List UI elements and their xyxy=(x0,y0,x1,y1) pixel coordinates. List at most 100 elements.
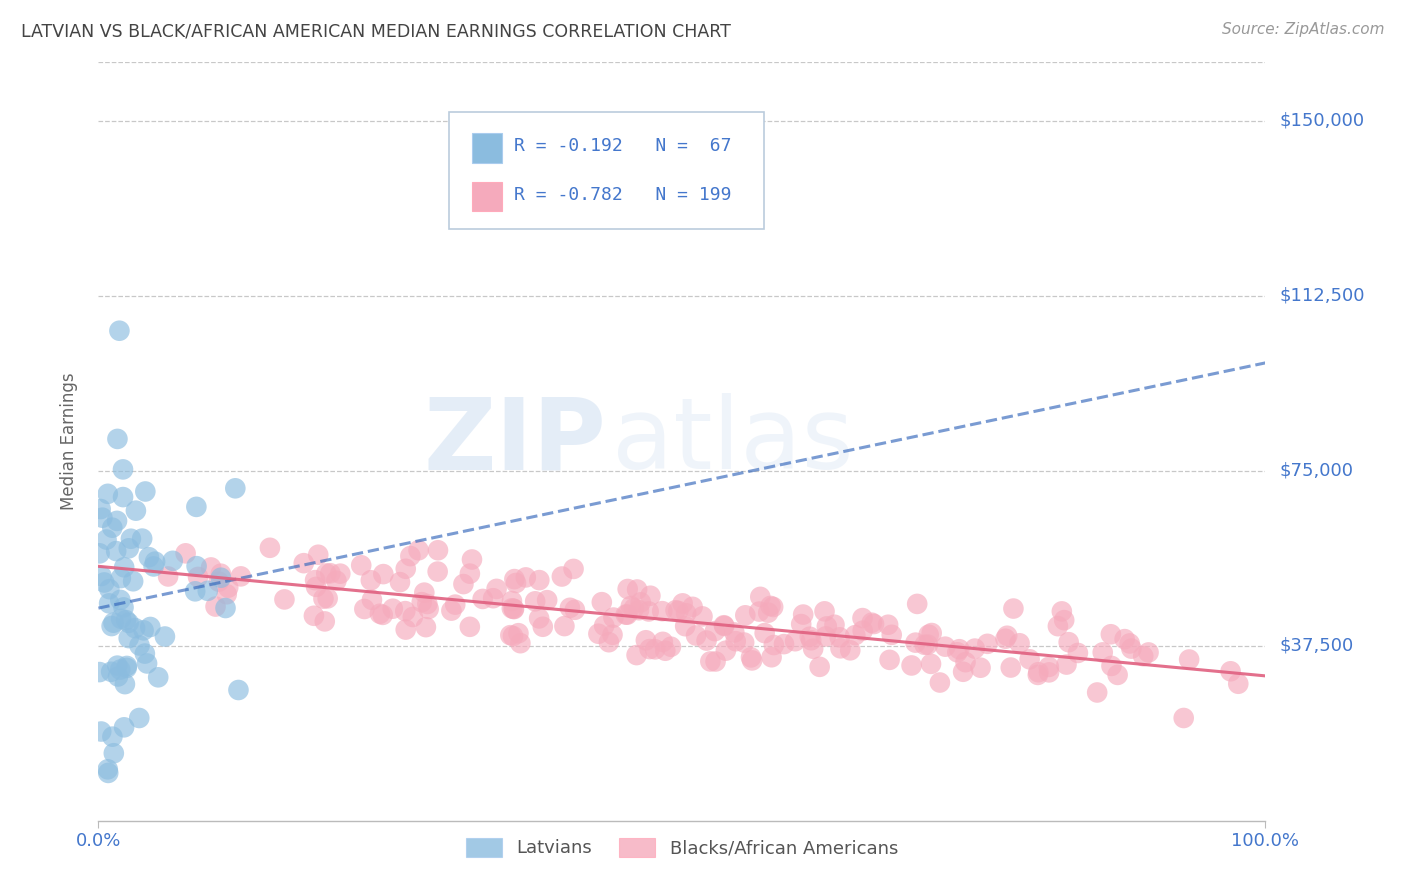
Point xyxy=(93,575,115,590)
Point xyxy=(122,574,145,589)
Point xyxy=(115,613,138,627)
Point xyxy=(976,637,998,651)
Point xyxy=(637,604,659,618)
Point xyxy=(754,626,776,640)
Point xyxy=(157,569,180,583)
Point xyxy=(644,642,666,657)
Point xyxy=(1008,636,1031,650)
Point xyxy=(153,630,176,644)
Point xyxy=(1056,657,1078,672)
Point xyxy=(461,552,484,566)
Point xyxy=(813,604,835,618)
FancyBboxPatch shape xyxy=(472,181,502,211)
Point xyxy=(588,626,610,640)
Point xyxy=(111,462,134,476)
Point xyxy=(733,635,755,649)
Point xyxy=(381,601,404,615)
Point xyxy=(112,600,135,615)
Point xyxy=(132,624,155,638)
Point xyxy=(724,634,747,648)
Text: $112,500: $112,500 xyxy=(1279,286,1365,305)
Point xyxy=(1178,652,1201,666)
Y-axis label: Median Earnings: Median Earnings xyxy=(59,373,77,510)
Point xyxy=(117,615,139,630)
Point xyxy=(502,629,524,643)
Text: R = -0.192   N =  67: R = -0.192 N = 67 xyxy=(513,137,731,155)
Point xyxy=(948,642,970,657)
Point xyxy=(815,619,838,633)
Point xyxy=(215,587,238,601)
Point xyxy=(692,609,714,624)
Text: $150,000: $150,000 xyxy=(1279,112,1364,129)
Text: R = -0.782   N = 199: R = -0.782 N = 199 xyxy=(513,186,731,203)
Point xyxy=(97,487,120,501)
Point xyxy=(1050,604,1073,618)
Point xyxy=(969,661,991,675)
Point xyxy=(471,591,494,606)
Point xyxy=(329,566,352,581)
Point xyxy=(1038,665,1060,680)
Point xyxy=(602,610,624,624)
Point xyxy=(703,624,725,639)
Point xyxy=(112,490,135,504)
Point xyxy=(485,582,508,596)
Point xyxy=(139,620,162,634)
Point xyxy=(634,633,657,648)
Point xyxy=(527,611,550,625)
Point xyxy=(651,604,673,618)
Point xyxy=(209,566,232,581)
Point xyxy=(208,574,231,589)
Point xyxy=(501,594,523,608)
Point xyxy=(97,766,120,780)
Point xyxy=(553,619,575,633)
Point xyxy=(312,591,335,606)
Point xyxy=(395,623,418,637)
Point xyxy=(529,573,551,587)
Point xyxy=(100,665,122,679)
Point xyxy=(800,633,823,648)
Text: $37,500: $37,500 xyxy=(1279,637,1354,655)
Point xyxy=(734,608,756,623)
Point xyxy=(699,655,721,669)
Point xyxy=(350,558,373,573)
Point xyxy=(790,617,813,632)
Point xyxy=(115,661,138,675)
Point xyxy=(134,484,156,499)
Point xyxy=(673,619,696,633)
Point xyxy=(630,595,652,609)
Point xyxy=(148,670,170,684)
Point xyxy=(101,730,124,744)
Point xyxy=(1118,636,1140,650)
Point xyxy=(209,571,232,585)
Point xyxy=(741,653,763,667)
Point xyxy=(1219,665,1241,679)
Point xyxy=(762,638,785,652)
Point xyxy=(880,628,903,642)
Point xyxy=(952,665,974,679)
Point xyxy=(224,481,246,495)
Point xyxy=(305,580,328,594)
Point xyxy=(851,611,873,625)
Point xyxy=(110,571,132,585)
Point xyxy=(828,630,851,644)
Point xyxy=(995,629,1018,643)
Point xyxy=(501,601,523,615)
Point xyxy=(614,607,637,622)
Point xyxy=(444,598,467,612)
Point xyxy=(502,601,524,615)
Point xyxy=(1057,635,1080,649)
Point xyxy=(946,645,969,659)
Point xyxy=(90,569,112,583)
Point xyxy=(713,618,735,632)
Point xyxy=(1028,665,1050,680)
Point xyxy=(759,599,782,613)
Point xyxy=(394,604,416,618)
Point xyxy=(824,617,846,632)
Point xyxy=(112,720,135,734)
Point xyxy=(860,615,883,630)
Point xyxy=(325,574,347,588)
Point xyxy=(515,570,537,584)
Point xyxy=(1132,649,1154,664)
Point xyxy=(509,636,531,650)
Point xyxy=(408,543,430,558)
